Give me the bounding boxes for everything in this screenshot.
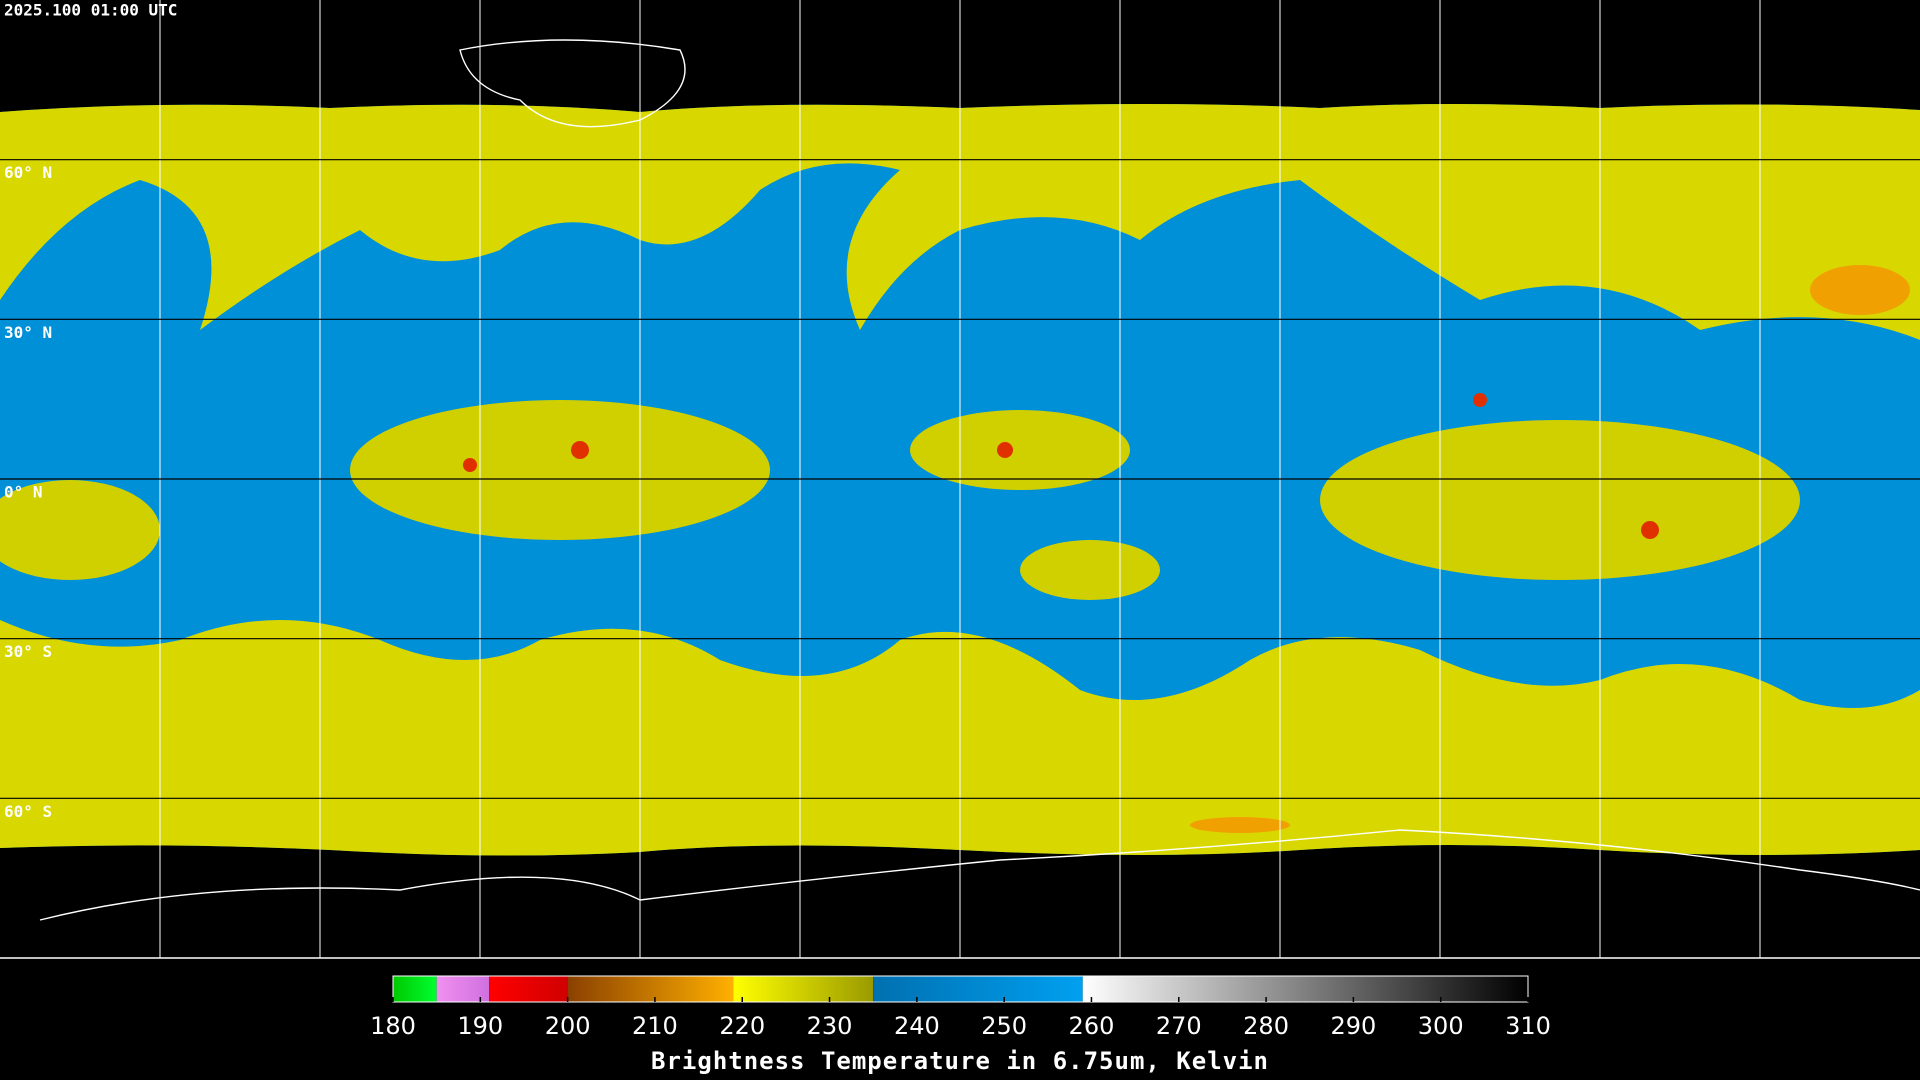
colorbar-segment <box>1082 976 1528 1002</box>
colorbar-segment <box>733 976 874 1002</box>
colorbar-tick-label: 290 <box>1330 1012 1376 1040</box>
tropical-cloud <box>0 480 160 580</box>
colorbar-tick-label: 260 <box>1069 1012 1115 1040</box>
convection <box>1473 393 1487 407</box>
colorbar-tick-label: 200 <box>545 1012 591 1040</box>
warm-patch <box>1190 817 1290 833</box>
convection <box>997 442 1013 458</box>
warm-patch <box>1810 265 1910 315</box>
antarctica <box>39 829 1920 921</box>
colorbar-label: Brightness Temperature in 6.75um, Kelvin <box>651 1047 1269 1075</box>
colorbar-segment <box>393 976 437 1002</box>
latitude-label: 60° N <box>4 163 52 182</box>
colorbar-tick-label: 250 <box>981 1012 1027 1040</box>
convection <box>571 441 589 459</box>
colorbar-tick-label: 270 <box>1156 1012 1202 1040</box>
colorbar-segment <box>436 976 490 1002</box>
colorbar-tick-label: 210 <box>632 1012 678 1040</box>
colorbar-segment <box>873 976 1083 1002</box>
graticule <box>0 0 1920 959</box>
colorbar-tick-label: 300 <box>1418 1012 1464 1040</box>
colorbar-tick-label: 280 <box>1243 1012 1289 1040</box>
tropical-cloud <box>1320 420 1800 580</box>
greenland <box>459 39 686 128</box>
convection <box>463 458 477 472</box>
tropical-cloud <box>1020 540 1160 600</box>
colorbar-tick-label: 230 <box>807 1012 853 1040</box>
convection <box>1641 521 1659 539</box>
latitude-label: 30° S <box>4 642 52 661</box>
latitude-label: 60° S <box>4 802 52 821</box>
tropical-cloud <box>350 400 770 540</box>
colorbar-tick-label: 180 <box>370 1012 416 1040</box>
latitude-label: 0° N <box>4 483 43 502</box>
colorbar-tick-label: 310 <box>1505 1012 1551 1040</box>
coastlines <box>39 39 1920 921</box>
colorbar-tick-label: 190 <box>457 1012 503 1040</box>
colorbar-tick-label: 220 <box>719 1012 765 1040</box>
colorbar-frame <box>392 975 1529 1003</box>
colorbar-segment <box>567 976 734 1002</box>
timestamp: 2025.100 01:00 UTC <box>4 1 177 20</box>
colorbar-tick-label: 240 <box>894 1012 940 1040</box>
tropical-cloud <box>910 410 1130 490</box>
colorbar-segment <box>489 976 568 1002</box>
latitude-label: 30° N <box>4 323 52 342</box>
